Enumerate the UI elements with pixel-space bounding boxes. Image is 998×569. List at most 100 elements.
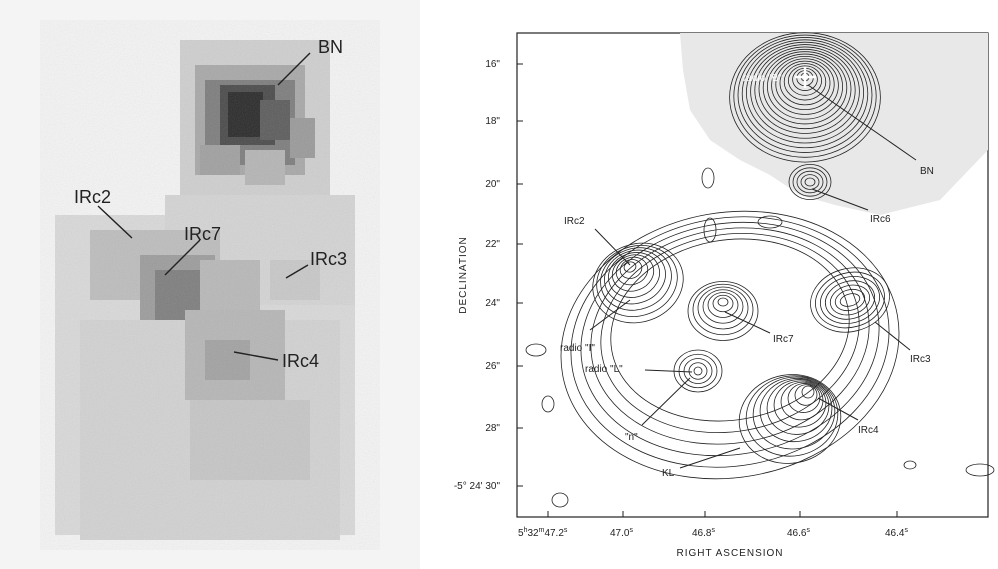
contour bbox=[824, 280, 876, 320]
label-bn: BN bbox=[277, 37, 343, 86]
label-irc6: IRc6 bbox=[811, 188, 891, 225]
label-irc4: IRc4 bbox=[233, 351, 319, 371]
contour bbox=[560, 210, 900, 480]
contour bbox=[796, 170, 824, 194]
y-tick: 28" bbox=[485, 423, 500, 434]
contour bbox=[692, 283, 754, 336]
contour bbox=[766, 379, 830, 435]
contour-map: 16" 18" 20" 22" 24" 26" 28" -5° 24' 30" … bbox=[440, 0, 998, 569]
contour bbox=[750, 44, 860, 139]
contour bbox=[729, 32, 881, 163]
contour bbox=[717, 297, 729, 307]
svg-text:IRc3: IRc3 bbox=[910, 354, 931, 365]
contour bbox=[779, 60, 831, 106]
x-tick: 5h32m47.2s bbox=[518, 527, 568, 539]
contour bbox=[745, 41, 864, 144]
contour bbox=[688, 362, 708, 380]
contour bbox=[787, 65, 822, 96]
contour bbox=[745, 375, 839, 457]
contour-lines bbox=[525, 32, 995, 508]
contour bbox=[775, 58, 835, 111]
y-tick: 24" bbox=[485, 298, 500, 309]
contour bbox=[788, 163, 832, 200]
label-radio-i: radio "I" bbox=[560, 299, 631, 354]
x-tick: 46.4s bbox=[885, 527, 908, 539]
y-axis-title: DECLINATION bbox=[458, 236, 469, 314]
contour bbox=[610, 238, 850, 422]
svg-text:radio "B": radio "B" bbox=[743, 73, 782, 84]
contour bbox=[752, 376, 836, 450]
label-irc7: IRc7 bbox=[724, 311, 794, 345]
contour bbox=[804, 177, 816, 187]
infrared-mosaic-image: BN IRc2 IRc7 IRc3 IRc4 bbox=[0, 0, 420, 569]
contour bbox=[707, 292, 739, 318]
contour bbox=[829, 284, 871, 316]
svg-text:IRc3: IRc3 bbox=[310, 249, 347, 269]
x-tick-marks bbox=[547, 511, 898, 517]
contour bbox=[741, 39, 869, 149]
y-tick: -5° 24' 30" bbox=[454, 481, 501, 492]
svg-text:BN: BN bbox=[920, 166, 934, 177]
x-tick: 46.8s bbox=[692, 527, 715, 539]
contour bbox=[800, 174, 820, 190]
label-irc2: IRc2 bbox=[74, 187, 133, 239]
svg-text:IRc2: IRc2 bbox=[74, 187, 111, 207]
contour bbox=[839, 293, 861, 307]
svg-text:IRc4: IRc4 bbox=[858, 425, 879, 436]
contour bbox=[780, 381, 824, 421]
svg-text:IRc7: IRc7 bbox=[184, 224, 221, 244]
label-irc3: IRc3 bbox=[285, 249, 347, 279]
contour bbox=[596, 245, 678, 317]
contour bbox=[757, 215, 783, 229]
contour bbox=[758, 48, 852, 130]
contour bbox=[712, 294, 734, 313]
y-tick-labels: 16" 18" 20" 22" 24" 26" 28" -5° 24' 30" bbox=[454, 59, 501, 492]
contour bbox=[600, 233, 860, 433]
contour bbox=[611, 254, 655, 292]
contour bbox=[810, 267, 890, 333]
svg-text:radio "L": radio "L" bbox=[585, 364, 623, 375]
contour bbox=[551, 492, 569, 508]
contour bbox=[570, 216, 890, 468]
contour bbox=[766, 53, 843, 120]
svg-text:IRc6: IRc6 bbox=[870, 214, 891, 225]
contour bbox=[604, 249, 666, 305]
svg-text:IRc2: IRc2 bbox=[564, 216, 585, 227]
label-radio-l: radio "L" bbox=[585, 364, 693, 375]
contour bbox=[697, 286, 749, 330]
y-tick: 22" bbox=[485, 239, 500, 250]
label-irc2: IRc2 bbox=[564, 216, 631, 266]
y-tick: 18" bbox=[485, 116, 500, 127]
contour bbox=[623, 261, 637, 273]
contour bbox=[683, 358, 713, 384]
y-tick: 26" bbox=[485, 361, 500, 372]
contour bbox=[762, 51, 848, 125]
x-tick-labels: 5h32m47.2s 47.0s 46.8s 46.6s 46.4s bbox=[518, 527, 908, 539]
radio-b-marker bbox=[795, 67, 816, 88]
contour bbox=[759, 377, 833, 443]
contour bbox=[590, 227, 870, 445]
contour bbox=[787, 383, 821, 413]
contour bbox=[693, 366, 703, 376]
contour bbox=[541, 395, 555, 413]
contour bbox=[615, 256, 649, 286]
x-axis-title: RIGHT ASCENSION bbox=[676, 548, 783, 559]
contour bbox=[965, 463, 995, 477]
label-bn: BN bbox=[807, 84, 934, 177]
label-irc7: IRc7 bbox=[164, 224, 221, 276]
contour bbox=[773, 380, 827, 428]
contour bbox=[600, 247, 672, 311]
contour bbox=[619, 259, 643, 279]
contour bbox=[580, 221, 880, 457]
svg-text:KL: KL bbox=[662, 468, 675, 479]
contour bbox=[771, 56, 839, 115]
y-tick-marks bbox=[517, 63, 523, 487]
contour bbox=[702, 289, 744, 324]
contour bbox=[687, 281, 759, 341]
contour bbox=[834, 288, 866, 312]
y-tick: 16" bbox=[485, 59, 500, 70]
contour bbox=[815, 271, 885, 329]
svg-text:BN: BN bbox=[318, 37, 343, 57]
x-tick: 47.0s bbox=[610, 527, 633, 539]
label-irc4: IRc4 bbox=[817, 397, 879, 436]
